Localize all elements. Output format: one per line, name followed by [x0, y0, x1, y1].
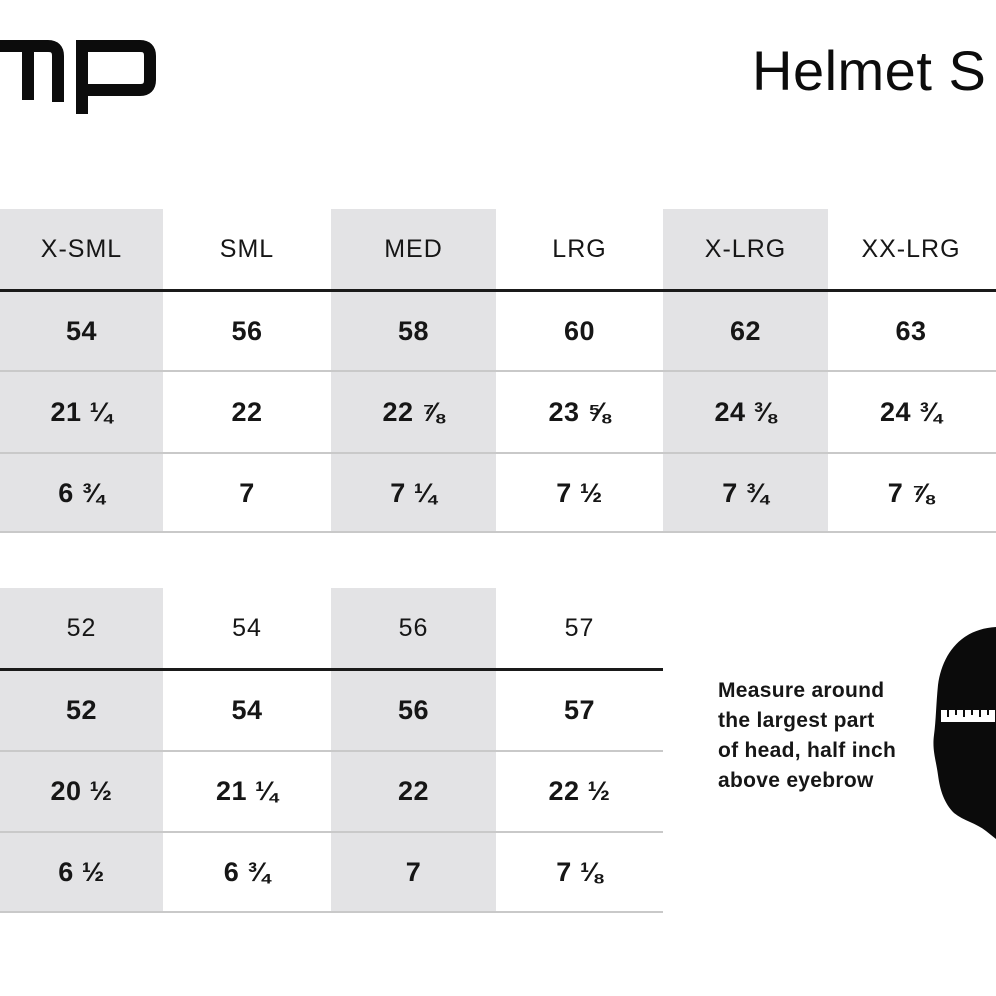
header-cell: 54 [232, 613, 262, 642]
header-cell: X-SML [40, 234, 123, 263]
header-cell: MED [384, 234, 443, 263]
table-cell: 52 [65, 695, 98, 725]
measure-line: of head, half inch [718, 739, 897, 762]
table-cell: 7 ¾ [722, 477, 769, 508]
row-divider [0, 370, 996, 372]
table-cell: 54 [65, 315, 98, 346]
brand-logo [0, 40, 156, 114]
table-cell: 57 [563, 695, 596, 725]
table-cell: 23 ⅝ [548, 396, 611, 427]
header-cell: XX-LRG [861, 234, 961, 263]
table-cell: 21 ¼ [50, 396, 113, 427]
header-cell: X-LRG [704, 234, 787, 263]
table-cell: 54 [231, 695, 263, 725]
table-cell: 22 ⅞ [382, 396, 445, 427]
measure-line: Measure around [718, 679, 885, 702]
row-divider [0, 750, 663, 752]
table-cell: 22 ½ [548, 776, 611, 806]
table-cell: 6 ¾ [58, 477, 105, 508]
row-divider [0, 911, 663, 913]
measure-line: the largest part [718, 709, 875, 732]
header-cell: LRG [552, 234, 607, 263]
table-cell: 6 ½ [58, 857, 105, 887]
header-divider [0, 668, 663, 671]
page-title: Helmet S [752, 39, 987, 102]
row-divider [0, 452, 996, 454]
header-cell: 52 [66, 613, 97, 642]
table-cell: 20 ½ [50, 776, 113, 806]
head-measure-icon [933, 627, 996, 839]
table-cell: 7 [239, 477, 255, 508]
table-cell: 22 [397, 776, 430, 806]
table-cell: 7 ½ [556, 477, 603, 508]
row-divider [0, 531, 996, 533]
table-cell: 7 ¼ [390, 477, 437, 508]
table-cell: 7 [405, 857, 422, 887]
table-cell: 22 [231, 396, 263, 427]
table-cell: 21 ¼ [215, 776, 279, 806]
table-cell: 6 ¾ [223, 857, 271, 887]
table-cell: 24 ¾ [879, 396, 943, 427]
row-divider [0, 831, 663, 833]
table-cell: 7 ⅛ [556, 857, 603, 887]
table-cell: 7 ⅞ [887, 477, 935, 508]
header-divider [0, 289, 996, 292]
table-cell: 56 [231, 315, 263, 346]
measure-line: above eyebrow [718, 769, 874, 792]
header-cell: 56 [398, 613, 429, 642]
table-cell: 63 [895, 315, 927, 346]
measure-instructions: Measure around the largest part of head,… [718, 676, 938, 796]
table-cell: 56 [397, 695, 430, 725]
table-cell: 58 [397, 315, 430, 346]
header-cell: 57 [564, 613, 595, 642]
table-cell: 24 ⅜ [714, 396, 777, 427]
table-cell: 62 [729, 315, 762, 346]
table-cell: 60 [563, 315, 596, 346]
header-cell: SML [219, 234, 275, 263]
